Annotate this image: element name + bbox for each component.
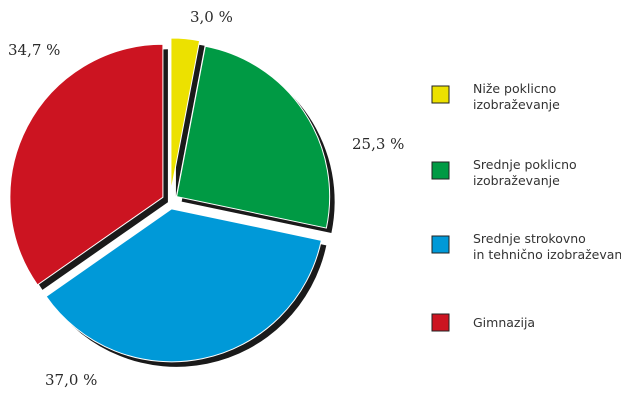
label-gimnazija: 34,7 %: [8, 41, 60, 59]
legend-swatch-srednje-strokovno: [431, 235, 450, 254]
legend-swatch-srednje-poklicno: [431, 161, 450, 180]
slice-srednje-poklicno: [176, 45, 331, 229]
legend-swatch-gimnazija: [431, 313, 450, 332]
legend-label-srednje-strokovno-1: Srednje strokovno: [473, 231, 586, 246]
legend-label-srednje-strokovno-2: in tehnično izobraževanje: [473, 247, 621, 262]
legend-label-srednje-poklicno-1: Srednje poklicno: [473, 157, 577, 172]
legend-label-gimnazija-1: Gimnazija: [473, 315, 535, 330]
slice-srednje-strokovno: [45, 208, 322, 363]
label-srednje-poklicno: 25,3 %: [352, 135, 404, 153]
slice-nize-poklicno: [170, 37, 201, 192]
legend-label-nize-poklicno-2: izobraževanje: [473, 97, 560, 112]
label-nize-poklicno: 3,0 %: [190, 8, 233, 26]
legend-label-srednje-poklicno-2: izobraževanje: [473, 173, 560, 188]
slice-gimnazija: [9, 43, 164, 286]
legend-label-nize-poklicno-1: Niže poklicno: [473, 81, 556, 96]
percentage-labels: 3,0 % 25,3 % 37,0 % 34,7 %: [8, 8, 404, 389]
legend-swatch-nize-poklicno: [431, 85, 450, 104]
pie-slices: [9, 37, 331, 363]
label-srednje-strokovno: 37,0 %: [45, 371, 97, 389]
